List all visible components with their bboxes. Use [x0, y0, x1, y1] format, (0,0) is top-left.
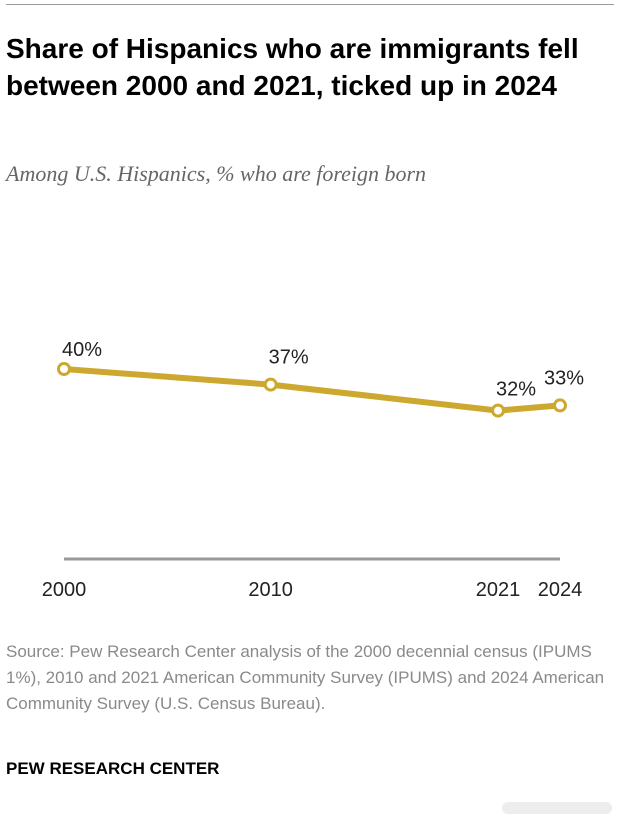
- chart-title: Share of Hispanics who are immigrants fe…: [6, 33, 579, 101]
- x-tick-label-2024: 2024: [538, 579, 583, 601]
- data-point-2021: [491, 403, 505, 418]
- data-label-2000: 40%: [62, 339, 102, 361]
- x-tick-label-2021: 2021: [476, 579, 521, 601]
- line-chart: 40% 2000 37% 2010 32% 2021 33% 2024: [42, 339, 584, 601]
- chart-subtitle: Among U.S. Hispanics, % who are foreign …: [6, 161, 427, 186]
- x-tick-label-2000: 2000: [42, 579, 87, 601]
- data-label-2024: 33%: [544, 367, 584, 389]
- brand-name: PEW RESEARCH CENTER: [6, 759, 220, 778]
- source-note: Source: Pew Research Center analysis of …: [6, 642, 605, 713]
- data-point-2010: [263, 377, 278, 392]
- data-label-2021: 32%: [496, 379, 536, 401]
- x-tick-label-2010: 2010: [248, 579, 293, 601]
- series-line: [61, 366, 563, 414]
- data-point-2000: [57, 362, 71, 376]
- data-point-2024: [553, 398, 567, 413]
- top-rule: [6, 4, 614, 5]
- data-label-2010: 37%: [269, 347, 309, 369]
- watermark-logo: [502, 802, 612, 814]
